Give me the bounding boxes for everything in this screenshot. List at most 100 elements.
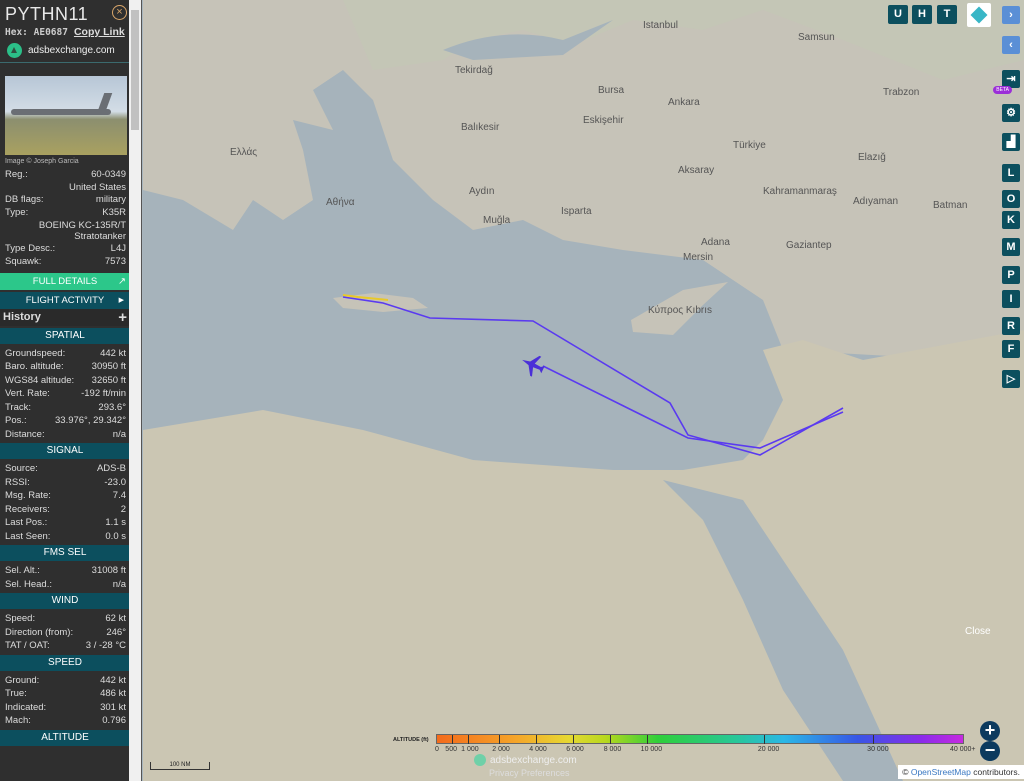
legend-tick xyxy=(572,735,574,744)
full-details-button[interactable]: FULL DETAILS ↗ xyxy=(0,272,130,290)
layers-button[interactable] xyxy=(967,3,991,27)
stat-label: Sel. Alt.: xyxy=(5,565,40,576)
login-icon[interactable]: ⇥ xyxy=(1002,70,1020,88)
toggle-i-button[interactable]: I xyxy=(1002,290,1020,308)
legend-tick xyxy=(646,735,648,744)
detail-value: 60-0349 xyxy=(91,169,126,180)
beta-badge: BETA xyxy=(993,86,1012,94)
stat-value: 301 kt xyxy=(100,701,126,713)
stat-sections: SPATIAL Groundspeed: 442 kt Baro. altitude:… xyxy=(0,327,130,746)
detail-label: Type Desc.: xyxy=(5,242,56,254)
legend-tick-label: 10 000 xyxy=(640,746,663,753)
section-header: WIND xyxy=(0,593,130,609)
legend-tick xyxy=(468,735,470,744)
stat-value: 1.1 s xyxy=(105,517,126,528)
stat-label: RSSI: xyxy=(5,476,30,488)
stat-row: Pos.: 33.976°, 29.342° xyxy=(0,414,130,428)
stat-label: Speed: xyxy=(5,613,36,624)
map-label: Türkiye xyxy=(733,140,766,151)
stat-value: 7.4 xyxy=(112,490,126,501)
toggle-u-button[interactable]: U xyxy=(888,5,908,24)
flight-activity-button[interactable]: FLIGHT ACTIVITY ▶ xyxy=(0,291,130,309)
map-label: Elazığ xyxy=(858,152,886,163)
stat-row: Sel. Alt.: 31008 ft xyxy=(0,564,130,578)
aircraft-info-panel: PYTHN11 × Hex: AE0687 Copy Link adsbexcha… xyxy=(0,0,142,781)
stat-value: 246° xyxy=(106,626,126,638)
toggle-p-button[interactable]: P xyxy=(1002,266,1020,284)
map-label: Κύπρος Kıbrıs xyxy=(648,305,713,316)
legend-tick-label: 30 000 xyxy=(867,746,889,753)
legend-tick xyxy=(452,735,454,744)
stat-value: 2 xyxy=(120,503,126,515)
close-icon[interactable]: × xyxy=(112,5,127,20)
legend-tick xyxy=(535,735,537,744)
settings-gear-icon[interactable]: ⚙ xyxy=(1002,104,1020,122)
stat-value: 0.0 s xyxy=(105,530,126,542)
flight-track-start xyxy=(342,294,389,301)
stat-label: Source: xyxy=(5,463,38,474)
stat-row: Direction (from): 246° xyxy=(0,626,130,640)
layers-icon xyxy=(970,6,988,24)
stat-value: 442 kt xyxy=(100,347,126,359)
collapse-panel-button[interactable]: ‹ xyxy=(1002,36,1020,54)
toggle-t-button[interactable]: T xyxy=(937,5,957,24)
detail-row: Squawk: 7573 xyxy=(0,255,130,269)
toggle-f-button[interactable]: F xyxy=(1002,340,1020,358)
stat-label: Distance: xyxy=(5,428,45,440)
detail-value: 7573 xyxy=(104,256,126,267)
legend-tick xyxy=(499,735,501,744)
zoom-out-button[interactable]: − xyxy=(980,741,1000,761)
legend-tick xyxy=(763,735,765,744)
detail-value: L4J xyxy=(110,242,126,254)
toggle-h-button[interactable]: H xyxy=(912,5,932,24)
stat-row: Last Seen: 0.0 s xyxy=(0,530,130,544)
detail-row: Stratotanker xyxy=(0,231,130,242)
toggle-r-button[interactable]: R xyxy=(1002,317,1020,335)
detail-value: BOEING KC-135R/T xyxy=(38,219,126,231)
map-label: Aydın xyxy=(469,186,495,197)
copyright-symbol: © xyxy=(902,767,909,777)
footer-brand[interactable]: adsbexchange.com xyxy=(474,754,577,766)
map-label: Bursa xyxy=(598,85,625,96)
replay-icon[interactable]: ▷ xyxy=(1002,370,1020,388)
map[interactable]: Istanbul Tekirdağ Bursa Ankara Samsun Trabzon… xyxy=(143,0,1024,781)
flight-track-return xyxy=(542,365,844,449)
site-link[interactable]: adsbexchange.com xyxy=(0,39,130,63)
hex-row: Hex: AE0687 Copy Link xyxy=(0,25,130,39)
leaderboard-icon[interactable]: ▟ xyxy=(1002,133,1020,151)
sidebar-scrollbar[interactable] xyxy=(129,0,141,781)
detail-value: United States xyxy=(68,181,126,193)
stat-label: WGS84 altitude: xyxy=(5,374,75,386)
stat-value: 32650 ft xyxy=(91,374,126,386)
stat-row: Ground: 442 kt xyxy=(0,674,130,688)
altitude-legend xyxy=(436,734,964,744)
map-label: Tekirdağ xyxy=(455,65,493,76)
legend-tick-label: 40 000+ xyxy=(950,746,976,753)
history-toggle[interactable]: History + xyxy=(0,308,130,326)
stat-value: 33.976°, 29.342° xyxy=(55,415,126,426)
stat-value: n/a xyxy=(112,428,126,440)
expand-panel-button[interactable]: › xyxy=(1002,6,1020,24)
aircraft-photo[interactable] xyxy=(5,76,127,155)
map-label[interactable]: Close xyxy=(965,626,991,637)
flight-activity-label: FLIGHT ACTIVITY xyxy=(25,294,105,306)
copy-link[interactable]: Copy Link xyxy=(73,26,125,38)
toggle-k-button[interactable]: K xyxy=(1002,211,1020,229)
stat-label: Mach: xyxy=(5,715,31,726)
detail-label: Type: xyxy=(5,207,29,218)
stat-value: -23.0 xyxy=(104,476,126,488)
map-label: Samsun xyxy=(798,32,835,43)
full-details-label: FULL DETAILS xyxy=(32,275,98,287)
osm-link[interactable]: OpenStreetMap xyxy=(910,767,971,777)
toggle-o-button[interactable]: O xyxy=(1002,190,1020,208)
toggle-m-button[interactable]: M xyxy=(1002,238,1020,256)
stat-value: 293.6° xyxy=(98,401,126,413)
toggle-l-button[interactable]: L xyxy=(1002,164,1020,182)
legend-tick-label: 500 xyxy=(445,746,457,753)
zoom-in-button[interactable]: + xyxy=(980,721,1000,741)
stat-label: Groundspeed: xyxy=(5,347,66,359)
map-label: Gaziantep xyxy=(786,240,832,251)
privacy-preferences-link[interactable]: Privacy Preferences xyxy=(489,768,570,778)
hex-label: Hex: xyxy=(5,27,28,38)
plus-icon: + xyxy=(118,308,127,326)
